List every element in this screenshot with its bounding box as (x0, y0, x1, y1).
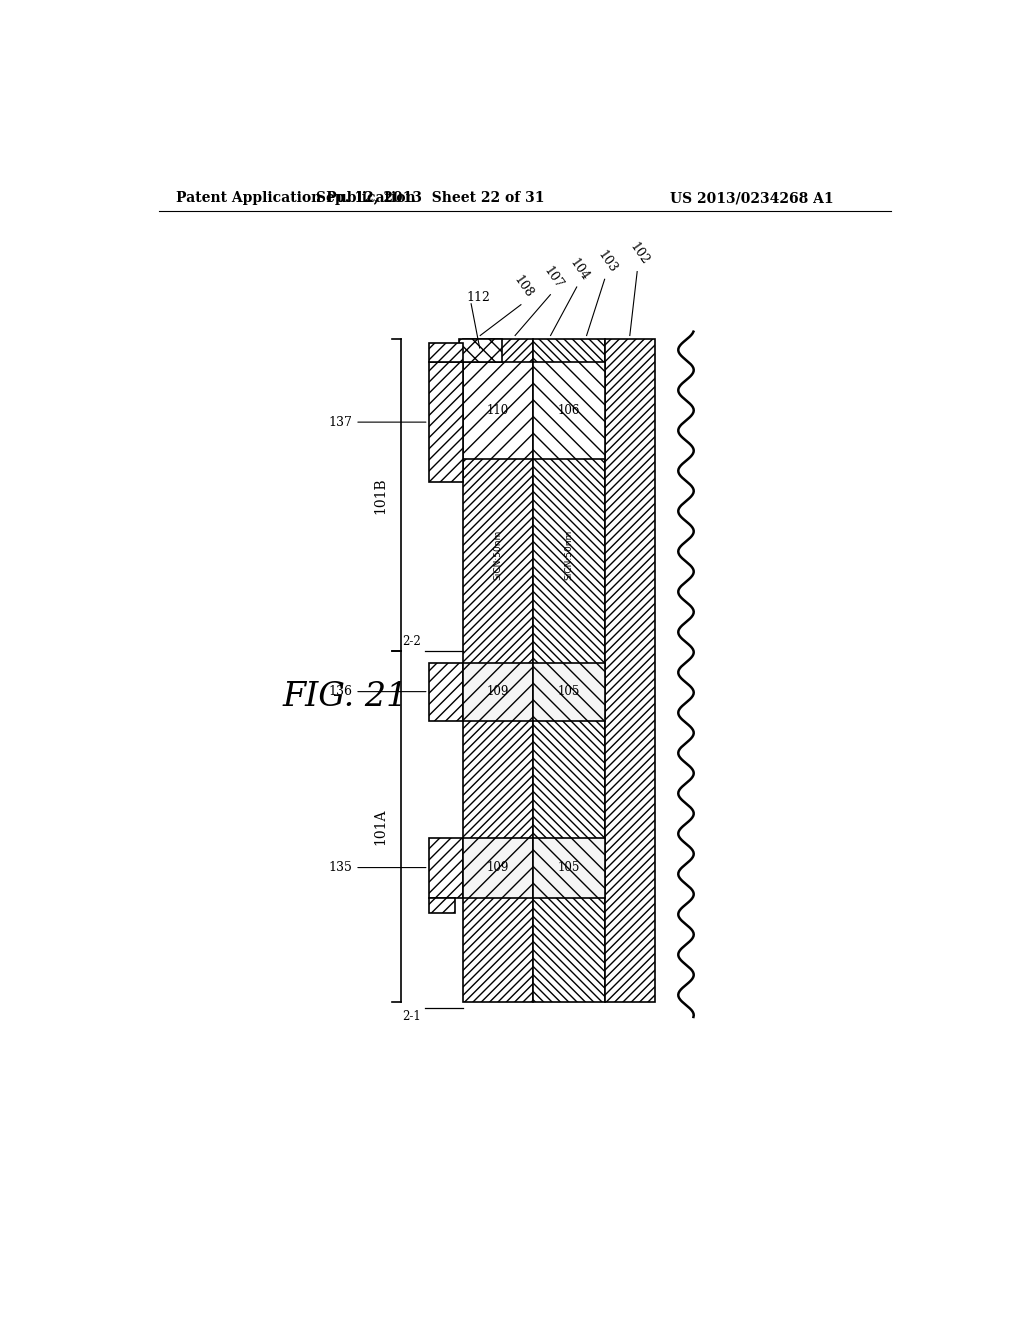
Text: 104: 104 (567, 256, 591, 284)
Bar (604, 339, 655, 1002)
Bar (429, 343, 463, 363)
Bar (532, 363, 604, 459)
Text: 105: 105 (557, 861, 580, 874)
Text: SiCN:50nm: SiCN:50nm (564, 529, 573, 579)
Bar (429, 838, 463, 898)
Text: 109: 109 (486, 861, 509, 874)
Text: US 2013/0234268 A1: US 2013/0234268 A1 (671, 191, 835, 206)
Text: 112: 112 (467, 290, 490, 304)
Bar (429, 898, 455, 913)
Bar (459, 339, 502, 363)
Text: 102: 102 (628, 240, 651, 268)
Text: SiCN:50nm: SiCN:50nm (494, 529, 502, 579)
Text: FIG. 21: FIG. 21 (283, 681, 409, 713)
Text: Sep. 12, 2013  Sheet 22 of 31: Sep. 12, 2013 Sheet 22 of 31 (316, 191, 545, 206)
Bar (532, 339, 604, 1002)
Text: 2-2: 2-2 (402, 635, 421, 648)
Text: 103: 103 (595, 248, 620, 276)
Text: 101A: 101A (373, 808, 387, 845)
Text: 105: 105 (557, 685, 580, 698)
Bar (532, 838, 604, 898)
Text: Patent Application Publication: Patent Application Publication (176, 191, 416, 206)
Bar (463, 363, 532, 459)
Text: 135: 135 (329, 861, 352, 874)
Text: 109: 109 (486, 685, 509, 698)
Text: 137: 137 (329, 416, 352, 429)
Text: 108: 108 (511, 273, 536, 301)
Bar (463, 663, 532, 721)
Bar (429, 363, 463, 482)
Bar (429, 663, 463, 721)
Bar (463, 339, 532, 1002)
Text: 136: 136 (329, 685, 352, 698)
Text: 101B: 101B (373, 477, 387, 513)
Bar (532, 663, 604, 721)
Text: 107: 107 (541, 264, 565, 290)
Text: 110: 110 (486, 404, 509, 417)
Text: 2-1: 2-1 (402, 1010, 421, 1023)
Text: 106: 106 (557, 404, 580, 417)
Bar (463, 838, 532, 898)
